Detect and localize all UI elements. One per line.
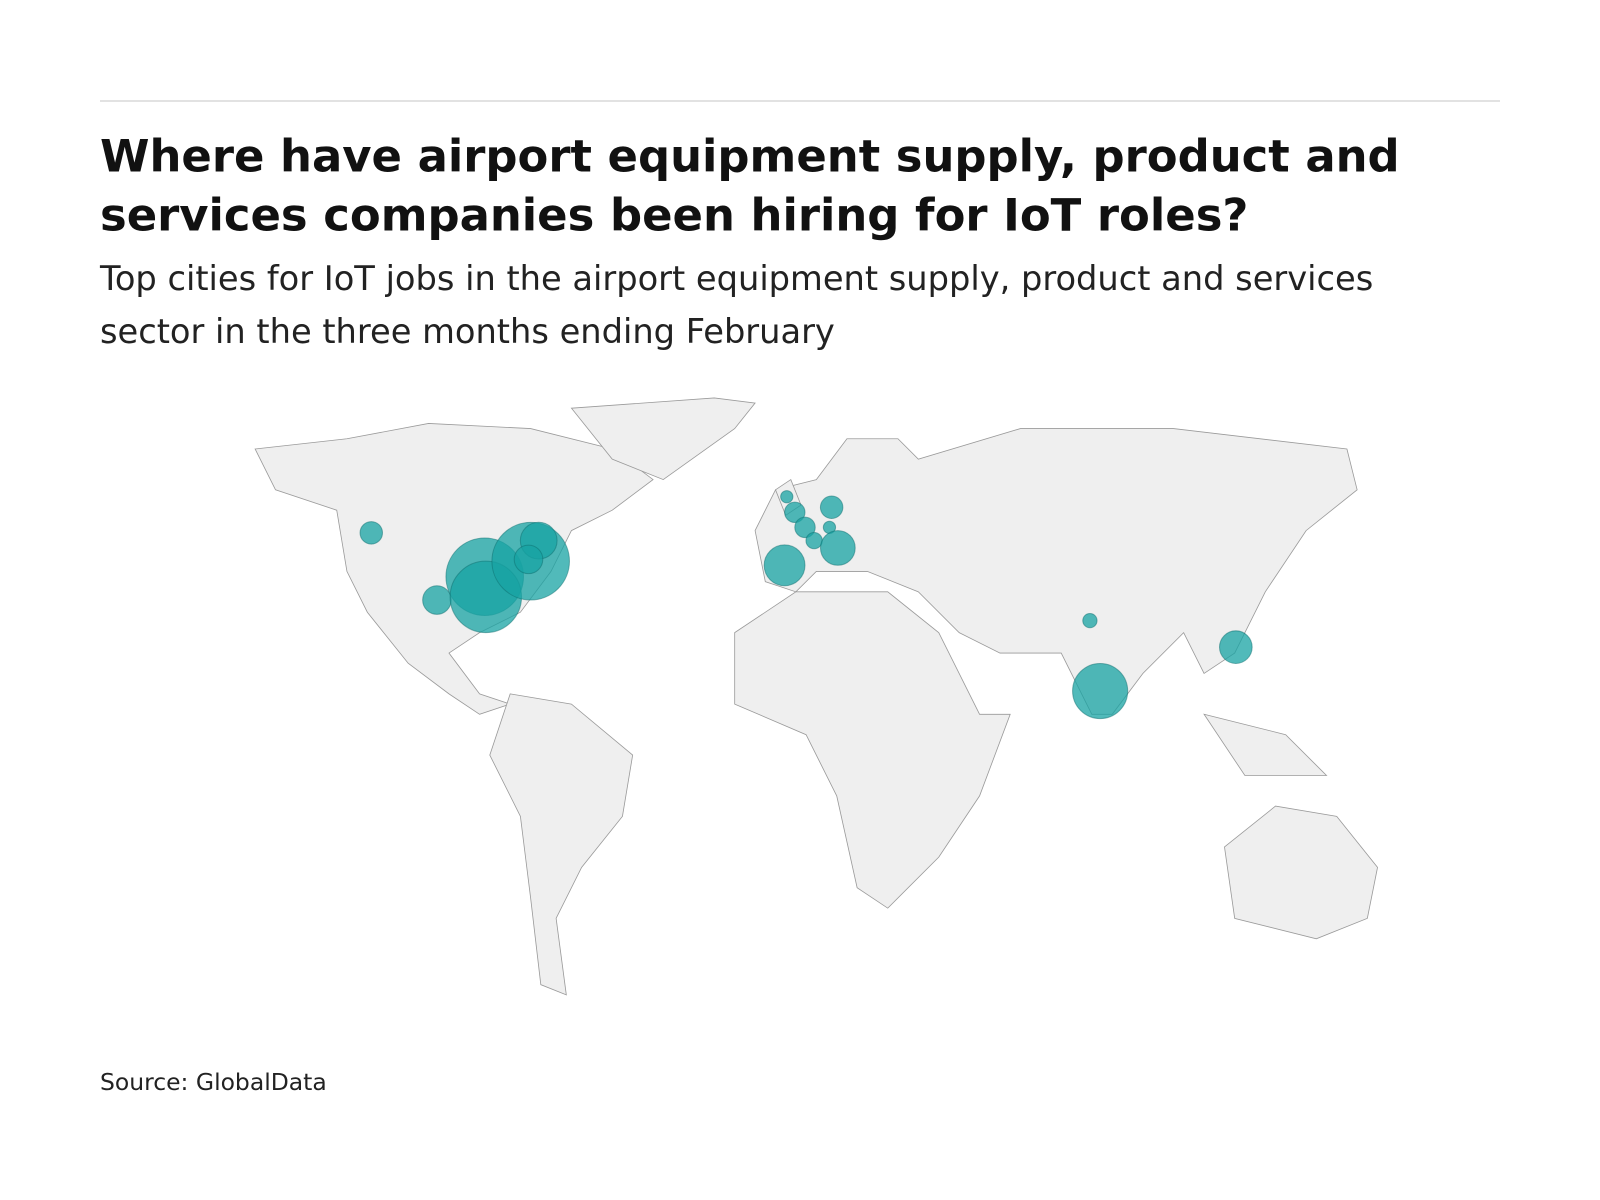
subtitle-line: sector in the three months ending Februa… xyxy=(100,312,835,351)
title-line: Where have airport equipment supply, pro… xyxy=(100,129,1400,182)
city-bubble xyxy=(359,521,384,545)
city-bubble xyxy=(763,544,806,587)
city-bubble xyxy=(513,544,544,575)
title-line: services companies been hiring for IoT r… xyxy=(100,189,1248,242)
greenland xyxy=(570,397,756,481)
city-bubble xyxy=(784,501,806,523)
city-bubble xyxy=(805,531,823,550)
eurasia xyxy=(754,428,1358,715)
city-bubble xyxy=(1218,630,1253,664)
city-bubble xyxy=(819,495,844,519)
world-map xyxy=(254,397,1378,996)
city-bubble xyxy=(1072,662,1129,720)
source: Source: GlobalData xyxy=(100,1068,327,1096)
africa xyxy=(734,591,1011,909)
bubbles xyxy=(359,490,1253,720)
australia xyxy=(1224,805,1378,940)
city-bubble xyxy=(422,585,452,615)
canvas: Where have airport equipment supply, pro… xyxy=(99,100,1500,1096)
south-america xyxy=(489,693,634,996)
subtitle-line: Top cities for IoT jobs in the airport e… xyxy=(99,259,1373,298)
indonesia xyxy=(1203,713,1328,776)
city-bubble xyxy=(819,530,856,566)
city-bubble xyxy=(780,490,794,504)
city-bubble xyxy=(1082,612,1098,629)
city-bubble xyxy=(794,516,816,539)
